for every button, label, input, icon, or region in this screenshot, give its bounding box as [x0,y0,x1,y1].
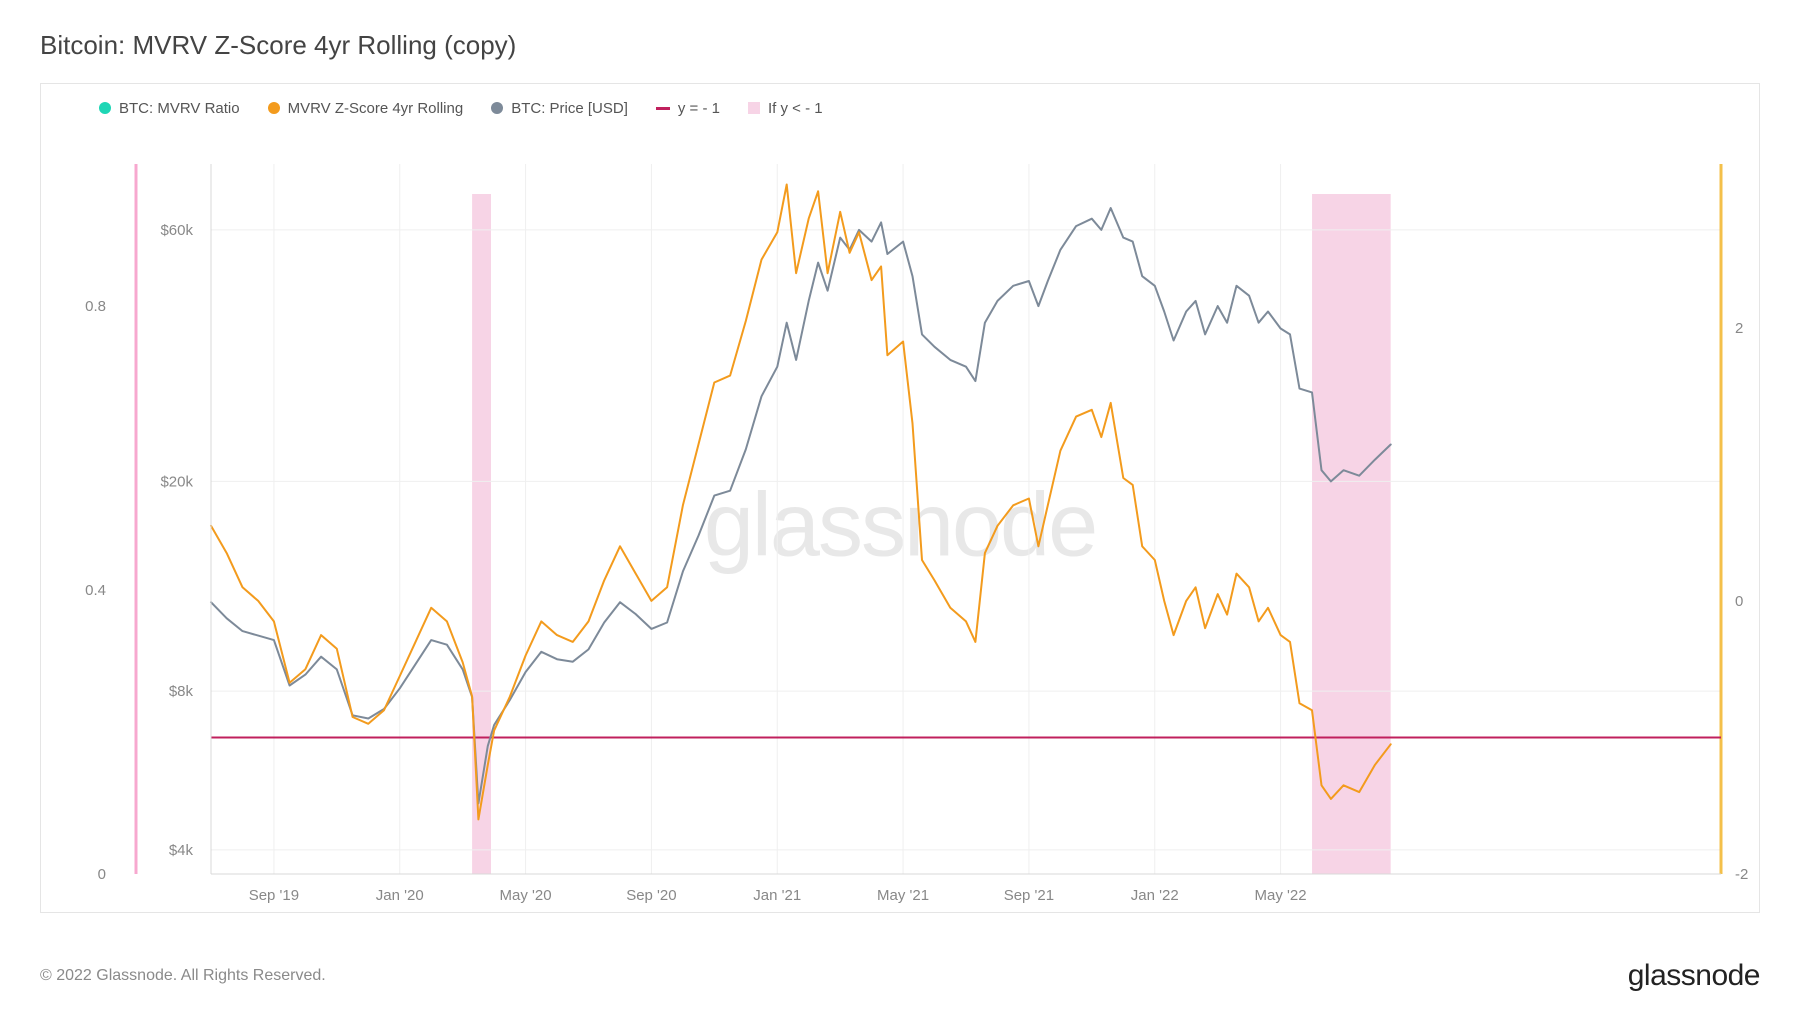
plot-area[interactable]: glassnode $4k$8k$20k$60kSep '19Jan '20Ma… [41,124,1759,912]
svg-text:2: 2 [1735,320,1743,337]
copyright: © 2022 Glassnode. All Rights Reserved. [40,967,326,985]
svg-text:Sep '21: Sep '21 [1004,887,1054,904]
svg-text:Jan '21: Jan '21 [753,887,801,904]
legend-yline[interactable]: y = - 1 [656,100,720,117]
legend: BTC: MVRV Ratio MVRV Z-Score 4yr Rolling… [41,96,1759,120]
legend-label: BTC: Price [USD] [511,100,628,117]
svg-text:Sep '20: Sep '20 [626,887,676,904]
svg-text:May '20: May '20 [500,887,552,904]
legend-zscore[interactable]: MVRV Z-Score 4yr Rolling [268,100,464,117]
legend-label: BTC: MVRV Ratio [119,100,240,117]
svg-text:Jan '22: Jan '22 [1131,887,1179,904]
svg-text:Sep '19: Sep '19 [249,887,299,904]
legend-fill[interactable]: If y < - 1 [748,100,823,117]
legend-price[interactable]: BTC: Price [USD] [491,100,628,117]
svg-text:May '21: May '21 [877,887,929,904]
plot-svg: $4k $8k $20k $60k Sep '19 Jan '20 May '20 Sep '… [41,124,1761,914]
dot-icon [491,102,503,114]
svg-text:0.4: 0.4 [85,582,106,599]
dot-icon [268,102,280,114]
svg-text:0: 0 [98,866,106,883]
legend-label: MVRV Z-Score 4yr Rolling [288,100,464,117]
svg-text:$4k: $4k [169,842,194,859]
legend-label: If y < - 1 [768,100,823,117]
legend-mvrv-ratio[interactable]: BTC: MVRV Ratio [99,100,240,117]
dot-icon [99,102,111,114]
box-icon [748,102,760,114]
legend-label: y = - 1 [678,100,720,117]
svg-text:Jan '20: Jan '20 [376,887,424,904]
svg-text:0.8: 0.8 [85,298,106,315]
svg-text:$20k: $20k [160,473,193,490]
brand-logo: glassnode [1628,959,1760,993]
svg-text:May '22: May '22 [1255,887,1307,904]
svg-text:$8k: $8k [169,683,194,700]
svg-text:$60k: $60k [160,222,193,239]
chart-frame: BTC: MVRV Ratio MVRV Z-Score 4yr Rolling… [40,83,1760,913]
line-icon [656,107,670,110]
svg-text:-2: -2 [1735,866,1748,883]
svg-text:0: 0 [1735,593,1743,610]
chart-title: Bitcoin: MVRV Z-Score 4yr Rolling (copy) [40,30,1760,61]
